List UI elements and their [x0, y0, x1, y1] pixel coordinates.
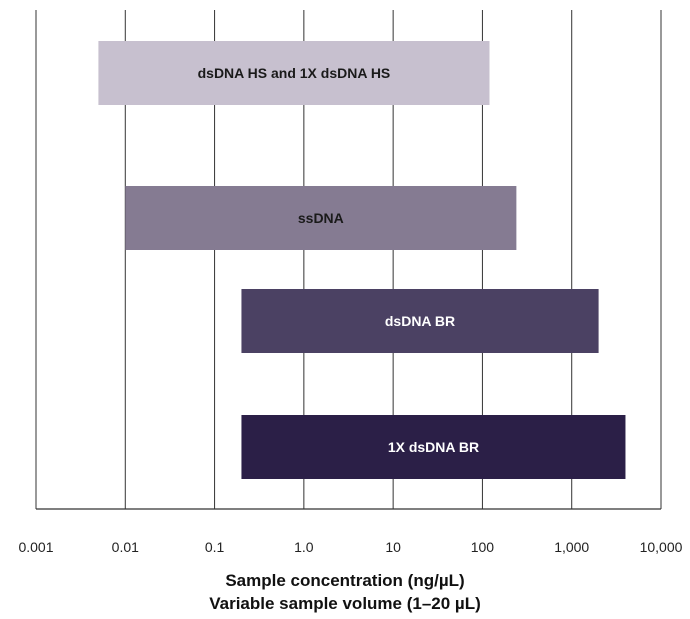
bar-label: dsDNA HS and 1X dsDNA HS — [198, 65, 391, 81]
range-bar — [125, 186, 517, 250]
range-bar — [98, 41, 490, 105]
bars: dsDNA HS and 1X dsDNA HS ssDNA dsDNA BR 1X … — [98, 41, 626, 479]
x-tick-label: 10,000 — [640, 539, 683, 555]
x-tick-label: 0.01 — [112, 539, 139, 555]
bar-label: 1X dsDNA BR — [388, 439, 479, 455]
range-bar — [241, 289, 599, 353]
x-tick-label: 100 — [471, 539, 495, 555]
range-bar — [241, 415, 626, 479]
x-axis-title-line-2: Variable sample volume (1–20 µL) — [209, 594, 481, 613]
x-tick-label: 1,000 — [554, 539, 589, 555]
bar-label: dsDNA BR — [385, 313, 455, 329]
x-tick-label: 1.0 — [294, 539, 314, 555]
x-axis: 0.001 0.01 0.1 1.0 10 100 1,000 10,000 — [18, 508, 683, 555]
x-axis-title-line-1: Sample concentration (ng/µL) — [225, 571, 464, 590]
x-tick-label: 0.1 — [205, 539, 225, 555]
x-tick-label: 10 — [385, 539, 401, 555]
bar-label: ssDNA — [298, 210, 344, 226]
x-tick-label: 0.001 — [18, 539, 53, 555]
